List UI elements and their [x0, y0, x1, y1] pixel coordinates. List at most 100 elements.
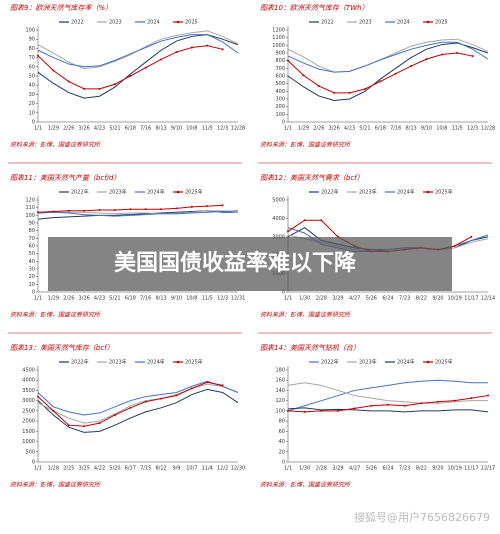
y-tick-label: 50 — [29, 74, 35, 80]
source: 资料来源：彭博，国盛证券研究所 — [10, 141, 101, 149]
x-tick-label: 5/21 — [109, 126, 120, 132]
y-tick-label: 90 — [29, 37, 35, 43]
point — [206, 381, 209, 384]
x-tick-label: 9/10 — [421, 126, 432, 132]
legend-label: 2024 — [147, 20, 160, 26]
series-line — [287, 42, 489, 102]
y-tick-label: 110 — [25, 205, 35, 211]
chart-title: 图表14：美国天然气钻机（台） — [260, 344, 360, 352]
x-tick-label: 1/1 — [34, 466, 42, 472]
y-tick-label: 50 — [29, 251, 35, 257]
y-tick-label: 600 — [275, 74, 285, 80]
x-tick-label: 5/26 — [366, 296, 377, 302]
x-tick-label: 1/29 — [48, 126, 59, 132]
x-tick-label: 8/13 — [155, 296, 166, 302]
x-tick-label: 11/17 — [464, 296, 478, 302]
x-tick-label: 7/23 — [399, 296, 410, 302]
x-tick-label: 5/26 — [366, 466, 377, 472]
x-tick-label: 7/16 — [140, 126, 151, 132]
point — [363, 88, 366, 91]
x-tick-label: 9/10 — [171, 296, 182, 302]
y-tick-label: 20 — [279, 449, 285, 455]
point — [287, 59, 289, 62]
point — [440, 53, 443, 56]
point — [287, 409, 289, 412]
source: 资料来源：彭博，国盛证券研究所 — [260, 311, 351, 319]
y-tick-label: 2000 — [22, 419, 35, 425]
x-tick-label: 1/1 — [284, 466, 292, 472]
x-tick-label: 12/28 — [231, 126, 245, 132]
point — [83, 87, 86, 90]
series-line — [287, 41, 489, 73]
y-tick-label: 80 — [29, 46, 35, 52]
y-tick-label: 40 — [29, 83, 35, 89]
y-tick-label: 10 — [29, 110, 35, 116]
point — [394, 72, 397, 75]
series-line — [287, 379, 488, 412]
y-tick-label: 500 — [25, 449, 35, 455]
y-tick-label: 40 — [29, 259, 35, 265]
y-tick-label: 4000 — [22, 378, 35, 384]
x-tick-label: 11/5 — [202, 296, 213, 302]
legend-label: 2023 — [359, 20, 372, 26]
x-tick-label: 2/28 — [316, 466, 327, 472]
point — [287, 230, 289, 233]
point — [190, 205, 193, 208]
x-tick-label: 11/4 — [202, 466, 213, 472]
y-tick-label: 500 — [275, 81, 285, 87]
x-tick-label: 12/2 — [217, 466, 228, 472]
point — [67, 209, 70, 212]
y-tick-label: 700 — [275, 66, 285, 72]
legend-label: 2024年 — [397, 189, 415, 196]
x-tick-label: 1/1 — [284, 126, 292, 132]
x-tick-label: 12/3 — [217, 296, 228, 302]
y-tick-label: 100 — [25, 28, 35, 34]
chart-title: 图表10：欧洲天然气库存（TWh） — [260, 4, 369, 12]
y-tick-label: 200 — [275, 104, 285, 110]
x-tick-label: 7/16 — [140, 296, 151, 302]
legend-marker — [426, 190, 430, 194]
x-tick-label: 6/24 — [382, 296, 393, 302]
x-tick-label: 9/20 — [432, 296, 443, 302]
series-line — [287, 38, 489, 73]
x-tick-label: 11/5 — [452, 126, 463, 132]
point — [320, 219, 323, 222]
y-tick-label: 100 — [25, 213, 35, 219]
legend-label: 2022年 — [321, 359, 339, 366]
y-tick-label: 1100 — [272, 35, 285, 41]
x-tick-label: 6/17 — [125, 466, 136, 472]
legend-marker — [426, 360, 430, 364]
point — [37, 395, 39, 398]
x-tick-label: 5/21 — [359, 126, 370, 132]
x-tick-label: 1/29 — [48, 296, 59, 302]
point — [160, 208, 163, 211]
point — [113, 413, 116, 416]
x-tick-label: 10/19 — [447, 466, 461, 472]
x-tick-label: 2/28 — [316, 296, 327, 302]
series-line — [37, 388, 239, 433]
point — [67, 424, 70, 427]
legend-label: 2022 — [321, 20, 334, 26]
legend-marker — [176, 190, 180, 194]
point — [221, 204, 224, 207]
y-tick-label: 30 — [29, 92, 35, 98]
x-tick-label: 10/8 — [186, 126, 197, 132]
point — [129, 406, 132, 409]
y-tick-label: 1000 — [272, 43, 285, 49]
legend-label: 2022 — [71, 20, 84, 26]
y-tick-label: 3000 — [22, 398, 35, 404]
y-tick-label: 40 — [279, 439, 285, 445]
y-tick-label: 4000 — [272, 216, 285, 222]
x-tick-label: 2/26 — [313, 126, 324, 132]
x-tick-label: 5/21 — [109, 296, 120, 302]
point — [337, 409, 339, 412]
y-tick-label: 120 — [275, 398, 285, 404]
x-tick-label: 2/26 — [63, 126, 74, 132]
x-tick-label: 9/9 — [172, 466, 180, 472]
x-tick-label: 2/25 — [63, 466, 74, 472]
x-tick-label: 11/5 — [202, 126, 213, 132]
y-tick-label: 70 — [29, 55, 35, 61]
banner-text: 美国国债收益率难以下降 — [114, 250, 357, 276]
x-tick-label: 8/22 — [416, 466, 427, 472]
x-tick-label: 6/18 — [375, 126, 386, 132]
